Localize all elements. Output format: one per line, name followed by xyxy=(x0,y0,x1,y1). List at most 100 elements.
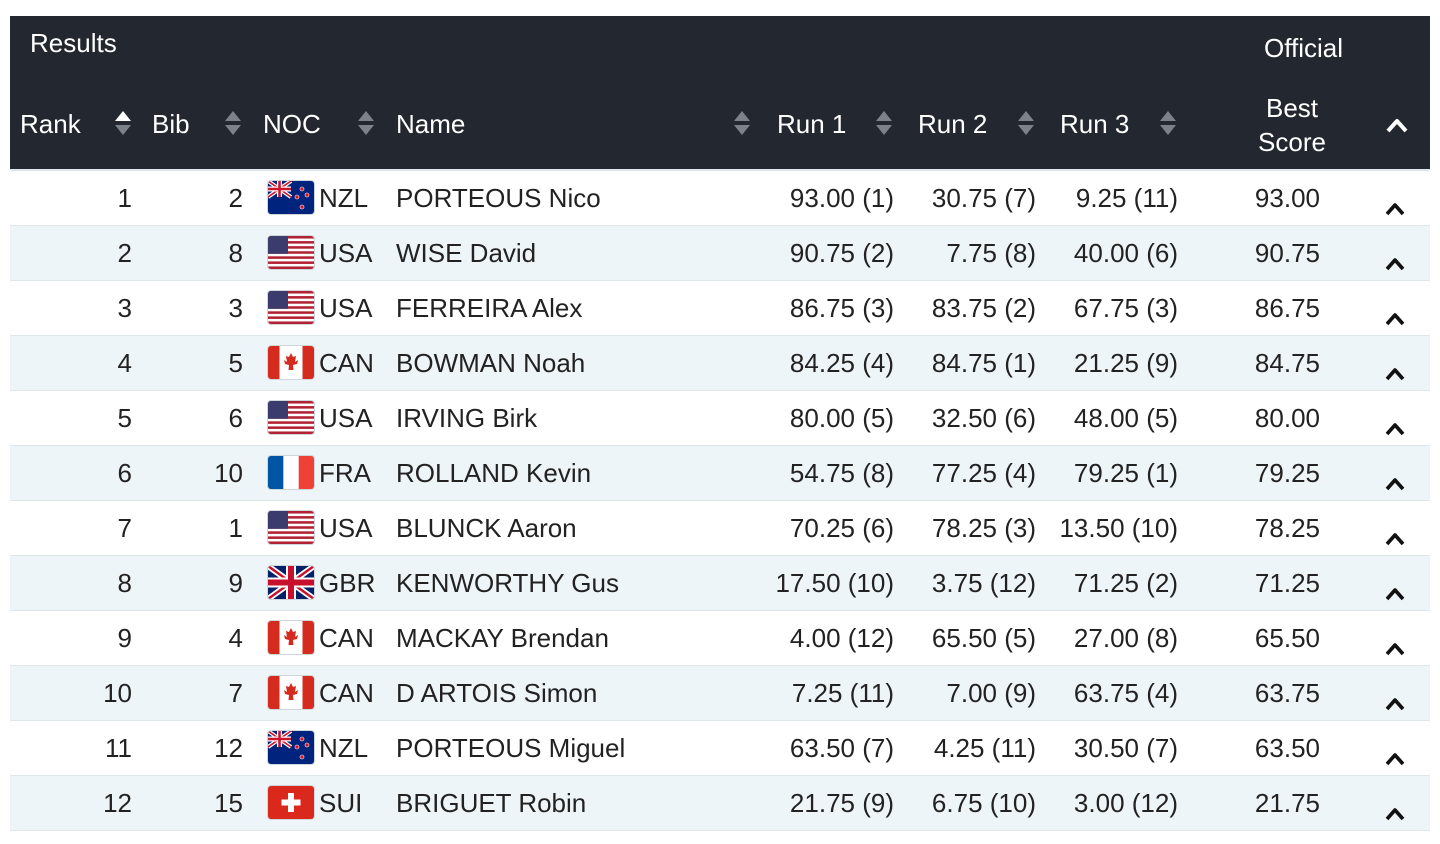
can-flag-icon xyxy=(268,621,314,654)
column-header-name[interactable]: Name xyxy=(396,109,466,139)
noc-cell: CAN xyxy=(319,348,374,378)
run2-score: 4.25 (11) xyxy=(933,733,1036,763)
chevron-up-icon[interactable] xyxy=(1385,687,1405,711)
chevron-up-icon[interactable] xyxy=(1385,302,1405,326)
run2-score: 77.25 (4) xyxy=(931,458,1036,488)
rank-cell: 8 xyxy=(117,568,132,598)
run1-score: 17.50 (10) xyxy=(775,568,894,598)
run1-score: 70.25 (6) xyxy=(789,513,894,543)
rank-cell: 10 xyxy=(103,678,132,708)
run1-score: 4.00 (12) xyxy=(789,623,894,653)
run3-score: 9.25 (11) xyxy=(1075,183,1178,213)
chevron-up-icon[interactable] xyxy=(1385,797,1405,821)
usa-flag-icon xyxy=(268,236,314,269)
run2-score: 83.75 (2) xyxy=(931,293,1036,323)
chevron-up-icon[interactable] xyxy=(1385,357,1405,381)
run2-score: 65.50 (5) xyxy=(931,623,1036,653)
run3-score: 21.25 (9) xyxy=(1073,348,1178,378)
noc-cell: NZL xyxy=(319,183,369,213)
sort-icon[interactable] xyxy=(225,110,241,136)
chevron-up-icon[interactable] xyxy=(1385,632,1405,656)
athlete-name[interactable]: PORTEOUS Miguel xyxy=(396,733,626,763)
best-score: 71.25 xyxy=(1254,568,1320,598)
run1-score: 86.75 (3) xyxy=(789,293,894,323)
run2-score: 6.75 (10) xyxy=(931,788,1036,818)
athlete-name[interactable]: BOWMAN Noah xyxy=(396,348,586,378)
best-score: 63.75 xyxy=(1254,678,1320,708)
table-row[interactable]: 9 4 CAN MACKAY Brendan 4.00 (12) 65.50 (5) 27.… xyxy=(10,611,1430,666)
best-score: 79.25 xyxy=(1254,458,1320,488)
table-row[interactable]: 6 10 FRA ROLLAND Kevin 54.75 (8) 77.25 (4) 79.… xyxy=(10,446,1430,501)
chevron-up-icon[interactable] xyxy=(1385,247,1405,271)
chevron-up-icon[interactable] xyxy=(1385,467,1405,491)
table-row[interactable]: 4 5 CAN BOWMAN Noah 84.25 (4) 84.75 (1) 21.25 … xyxy=(10,336,1430,391)
table-row[interactable]: 10 7 CAN D ARTOIS Simon 7.25 (11) 7.00 (9) 63.… xyxy=(10,666,1430,721)
run1-score: 54.75 (8) xyxy=(789,458,894,488)
best-score: 78.25 xyxy=(1254,513,1320,543)
table-row[interactable]: 2 8 USA WISE David 90.75 (2) 7.75 (8) 40.00 (6… xyxy=(10,226,1430,281)
athlete-name[interactable]: D ARTOIS Simon xyxy=(396,678,598,708)
run2-score: 84.75 (1) xyxy=(931,348,1036,378)
column-header-rank[interactable]: Rank xyxy=(20,109,81,139)
nzl-flag-icon xyxy=(268,731,314,764)
sort-icon[interactable] xyxy=(876,110,892,136)
table-row[interactable]: 5 6 USA IRVING Birk 80.00 (5) 32.50 (6) 48.00 … xyxy=(10,391,1430,446)
athlete-name[interactable]: WISE David xyxy=(396,238,537,268)
table-row[interactable]: 12 15 SUI BRIGUET Robin 21.75 (9) 6.75 (10) 3.… xyxy=(10,776,1430,831)
column-header-run1[interactable]: Run 1 xyxy=(777,109,847,139)
table-row[interactable]: 3 3 USA FERREIRA Alex 86.75 (3) 83.75 (2) 67.7… xyxy=(10,281,1430,336)
column-header-best-score[interactable]: Best Score xyxy=(1232,91,1352,159)
run1-score: 63.50 (7) xyxy=(789,733,894,763)
table-row[interactable]: 1 2 NZL PORTEOUS Nico 93.00 (1) 30.75 (7) 9.25… xyxy=(10,169,1430,226)
athlete-name[interactable]: IRVING Birk xyxy=(396,403,538,433)
gbr-flag-icon xyxy=(268,566,314,599)
best-score: 21.75 xyxy=(1254,788,1320,818)
run3-score: 79.25 (1) xyxy=(1073,458,1178,488)
sort-icon[interactable] xyxy=(115,110,131,136)
rank-cell: 2 xyxy=(117,238,132,268)
athlete-name[interactable]: MACKAY Brendan xyxy=(396,623,609,653)
athlete-name[interactable]: FERREIRA Alex xyxy=(396,293,583,323)
run3-score: 3.00 (12) xyxy=(1073,788,1178,818)
sort-icon[interactable] xyxy=(358,110,374,136)
athlete-name[interactable]: BLUNCK Aaron xyxy=(396,513,577,543)
sui-flag-icon xyxy=(268,786,314,819)
noc-cell: CAN xyxy=(319,623,374,653)
chevron-up-icon[interactable] xyxy=(1385,522,1405,546)
fra-flag-icon xyxy=(268,456,314,489)
noc-cell: NZL xyxy=(319,733,369,763)
results-table: Results Official Rank Bib NOC Name Run 1… xyxy=(10,16,1430,831)
bib-cell: 15 xyxy=(214,788,243,818)
athlete-name[interactable]: PORTEOUS Nico xyxy=(396,183,601,213)
run3-score: 30.50 (7) xyxy=(1073,733,1178,763)
best-score: 80.00 xyxy=(1254,403,1320,433)
sort-icon[interactable] xyxy=(1160,110,1176,136)
athlete-name[interactable]: ROLLAND Kevin xyxy=(396,458,592,488)
run3-score: 27.00 (8) xyxy=(1073,623,1178,653)
run3-score: 13.50 (10) xyxy=(1059,513,1178,543)
column-header-run3[interactable]: Run 3 xyxy=(1060,109,1130,139)
chevron-up-icon[interactable] xyxy=(1385,742,1405,766)
rank-cell: 3 xyxy=(117,293,132,323)
bib-cell: 2 xyxy=(228,183,243,213)
chevron-up-icon[interactable] xyxy=(1385,577,1405,601)
best-score: 86.75 xyxy=(1254,293,1320,323)
best-score: 93.00 xyxy=(1254,183,1320,213)
can-flag-icon xyxy=(268,676,314,709)
column-header-noc[interactable]: NOC xyxy=(263,109,321,139)
table-row[interactable]: 11 12 NZL PORTEOUS Miguel 63.50 (7) 4.25 (11)… xyxy=(10,721,1430,776)
athlete-name[interactable]: BRIGUET Robin xyxy=(396,788,587,818)
sort-icon[interactable] xyxy=(1018,110,1034,136)
chevron-up-icon[interactable] xyxy=(1385,192,1405,216)
chevron-up-icon[interactable] xyxy=(1385,412,1405,436)
column-header-run2[interactable]: Run 2 xyxy=(918,109,988,139)
chevron-up-icon[interactable] xyxy=(1386,116,1408,134)
official-status: Official xyxy=(1264,33,1343,63)
athlete-name[interactable]: KENWORTHY Gus xyxy=(396,568,619,598)
sort-icon[interactable] xyxy=(734,110,750,136)
table-row[interactable]: 8 9 GBR KENWORTHY Gus 17.50 (10) 3.75 (12) 71.… xyxy=(10,556,1430,611)
run3-score: 71.25 (2) xyxy=(1073,568,1178,598)
usa-flag-icon xyxy=(268,401,314,434)
table-row[interactable]: 7 1 USA BLUNCK Aaron 70.25 (6) 78.25 (3) 13.50… xyxy=(10,501,1430,556)
column-header-bib[interactable]: Bib xyxy=(152,109,190,139)
